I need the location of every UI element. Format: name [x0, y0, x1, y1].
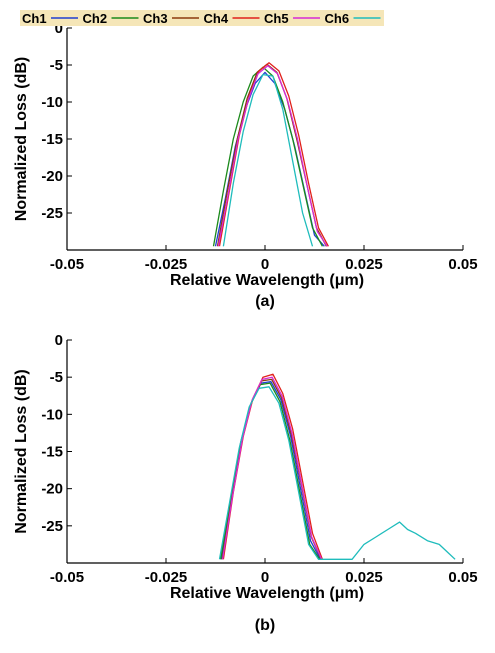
- y-tick-label: -10: [41, 94, 63, 111]
- x-tick-label: 0.05: [448, 569, 477, 586]
- panel-caption: (b): [255, 617, 275, 634]
- y-tick-label: 0: [55, 20, 63, 37]
- y-tick-label: -20: [41, 168, 63, 185]
- panel-caption: (a): [255, 293, 275, 310]
- x-tick-label: 0: [261, 569, 269, 586]
- y-tick-label: 0: [55, 332, 63, 349]
- series-line-ch5: [221, 376, 323, 560]
- x-tick-label: 0.025: [345, 569, 383, 586]
- x-axis-label: Relative Wavelength (μm): [170, 272, 364, 289]
- series-line-ch5: [217, 65, 328, 247]
- y-tick-label: -25: [41, 518, 63, 535]
- legend-label: Ch3: [143, 11, 168, 26]
- x-tick-label: 0.05: [448, 256, 477, 273]
- legend: Ch1 Ch2 Ch3 Ch4 Ch5 Ch6: [20, 10, 384, 26]
- x-tick-label: -0.025: [145, 256, 188, 273]
- y-tick-label: -5: [50, 369, 63, 386]
- legend-label: Ch5: [264, 11, 289, 26]
- series-line-ch6: [222, 73, 314, 247]
- x-tick-label: 0.025: [345, 256, 383, 273]
- x-axis-label: Relative Wavelength (μm): [170, 585, 364, 602]
- y-tick-label: -5: [50, 57, 63, 74]
- y-tick-label: -10: [41, 406, 63, 423]
- y-tick-label: -15: [41, 131, 63, 148]
- series-line-ch6: [218, 386, 456, 560]
- legend-label: Ch2: [83, 11, 108, 26]
- series-line-ch2: [212, 66, 323, 247]
- legend-label: Ch1: [22, 11, 47, 26]
- x-tick-label: -0.05: [50, 256, 84, 273]
- chart-panel-a: -0.05 -0.025 0 0.025 0.05 0 -5 -10 -15 -20 -25 Rela…: [13, 10, 478, 310]
- y-axis-label: Normalized Loss (dB): [13, 57, 30, 221]
- x-tick-label: -0.025: [145, 569, 188, 586]
- series-group: [212, 62, 329, 247]
- y-tick-label: -25: [41, 205, 63, 222]
- x-tick-label: -0.05: [50, 569, 84, 586]
- series-group: [218, 373, 456, 560]
- legend-label: Ch4: [204, 11, 229, 26]
- series-line-ch1: [214, 71, 325, 247]
- y-axis-label: Normalized Loss (dB): [13, 369, 30, 533]
- y-tick-label: -20: [41, 481, 63, 498]
- x-tick-label: 0: [261, 256, 269, 273]
- chart-panel-b: -0.05 -0.025 0 0.025 0.05 0 -5 -10 -15 -20 -25 Rela…: [13, 332, 478, 634]
- legend-box: [20, 10, 384, 26]
- legend-label: Ch6: [325, 11, 350, 26]
- y-tick-label: -15: [41, 444, 63, 461]
